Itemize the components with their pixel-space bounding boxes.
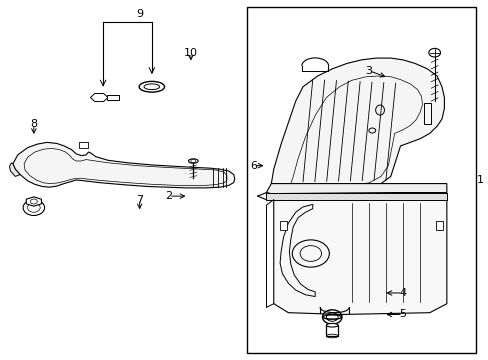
Text: 3: 3 — [365, 66, 371, 76]
Text: 10: 10 — [183, 48, 198, 58]
Polygon shape — [9, 163, 20, 176]
Bar — [107, 95, 119, 100]
Polygon shape — [13, 142, 234, 188]
Ellipse shape — [326, 323, 337, 327]
Text: 9: 9 — [136, 9, 143, 19]
Text: 5: 5 — [399, 310, 406, 319]
Polygon shape — [26, 197, 41, 206]
Text: 4: 4 — [399, 288, 406, 298]
Bar — [435, 221, 443, 230]
Text: 2: 2 — [165, 191, 172, 201]
Text: 6: 6 — [249, 161, 256, 171]
Bar — [326, 325, 337, 336]
Polygon shape — [273, 200, 446, 315]
Polygon shape — [271, 58, 444, 188]
Polygon shape — [266, 184, 446, 194]
Polygon shape — [266, 193, 446, 200]
Ellipse shape — [188, 159, 198, 163]
Circle shape — [428, 48, 440, 57]
Bar — [423, 103, 430, 125]
Polygon shape — [90, 94, 108, 102]
Bar — [279, 221, 287, 230]
Bar — [79, 142, 88, 148]
Text: 8: 8 — [30, 120, 38, 129]
Text: 1: 1 — [475, 175, 483, 185]
Text: 7: 7 — [136, 195, 143, 205]
Bar — [246, 7, 475, 353]
